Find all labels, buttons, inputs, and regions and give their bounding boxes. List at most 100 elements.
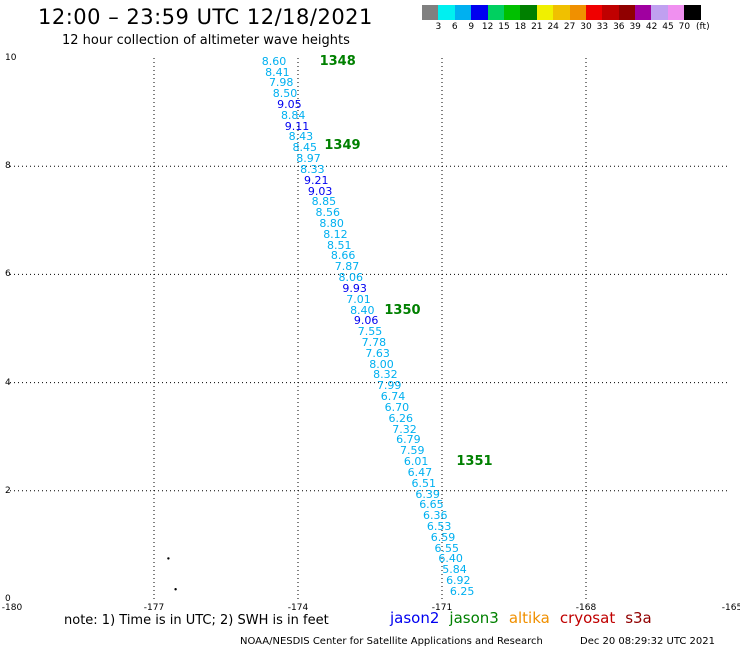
wave-height-value: 6.70: [384, 400, 410, 414]
latitude-tick-label: 10: [5, 53, 17, 63]
wave-height-value: 9.03: [307, 184, 333, 198]
wave-height-value: 7.98: [268, 76, 294, 90]
wave-height-value: 6.53: [426, 519, 452, 533]
color-scale-label: 24: [547, 22, 559, 32]
color-scale-label: 18: [514, 22, 527, 32]
wave-height-value: 8.60: [261, 54, 287, 68]
color-scale-label: 9: [468, 22, 475, 32]
color-scale-bar: [422, 5, 701, 20]
wave-height-value: 6.39: [415, 487, 440, 501]
color-swatch: [553, 5, 570, 20]
map-title: 12:00 – 23:59 UTC 12/18/2021: [38, 5, 373, 29]
wave-height-value: 8.32: [373, 368, 398, 382]
wave-height-value: 6.65: [419, 498, 444, 512]
latitude-tick-label: 6: [5, 269, 11, 280]
color-scale-label: 36: [613, 22, 625, 32]
wave-height-value: 5.84: [442, 563, 467, 577]
longitude-tick-label: -174: [287, 603, 309, 613]
wave-height-value: 8.45: [292, 141, 317, 155]
wave-height-value: 9.11: [284, 119, 310, 133]
units-note: note: 1) Time is in UTC; 2) SWH is in fe…: [64, 613, 329, 628]
pass-cycle-label: 1351: [456, 454, 493, 470]
wave-height-value: 8.43: [288, 130, 314, 144]
color-scale-label: 12: [481, 22, 494, 32]
wave-height-value: 6.55: [434, 541, 460, 555]
color-scale-label: 39: [629, 22, 641, 32]
wave-height-value: 7.63: [365, 346, 390, 360]
color-swatch: [536, 5, 554, 20]
color-swatch: [454, 5, 472, 20]
wave-height-value: 6.47: [407, 465, 433, 479]
wave-height-value: 7.87: [334, 260, 360, 274]
color-swatch: [651, 5, 668, 20]
map-grid: [10, 58, 730, 599]
pass-cycle-label: 1348: [319, 53, 356, 69]
wave-height-value: 8.66: [330, 249, 356, 263]
wave-height-value: 6.51: [411, 476, 437, 490]
wave-height-value: 7.99: [376, 379, 402, 393]
wave-height-value: 7.78: [361, 336, 387, 350]
longitude-tick-label: -171: [431, 603, 453, 613]
color-scale-label: 33: [596, 22, 609, 32]
wave-height-value: 8.97: [296, 152, 321, 166]
wave-height-value: 6.26: [388, 411, 413, 425]
wave-height-value: 9.21: [303, 173, 329, 187]
legend-s3a: s3a: [625, 609, 652, 627]
wave-height-value: 8.51: [327, 238, 352, 252]
color-swatch: [602, 5, 619, 20]
wave-height-value: 8.41: [265, 65, 290, 79]
legend-jason3: jason3: [449, 609, 499, 627]
color-scale-label: 21: [531, 22, 543, 32]
satellite-legend: jason2 jason3 altika cryosat s3a: [390, 609, 662, 627]
island-dot: [174, 588, 177, 591]
color-scale-label: 6: [451, 22, 458, 32]
color-swatch: [585, 5, 603, 20]
wave-height-value: 9.06: [353, 314, 379, 328]
color-scale-label: 42: [645, 22, 658, 32]
color-swatch: [520, 5, 537, 20]
wave-height-value: 8.85: [311, 195, 337, 209]
wave-height-value: 8.80: [319, 217, 344, 230]
wave-height-value: 8.12: [323, 227, 348, 241]
color-scale-label: 30: [580, 22, 592, 32]
color-swatch: [635, 5, 652, 20]
color-scale-label: 45: [662, 22, 674, 32]
wave-height-value: 7.59: [399, 444, 425, 458]
latitude-tick-label: 0: [5, 594, 11, 604]
wave-height-value: 6.40: [438, 552, 463, 566]
map-plot-area: 8.60 8.41 7.98 8.50 9.05 8.84 9.11 8.43 8.45 8.97…: [10, 53, 730, 599]
wave-height-value: 7.55: [357, 325, 383, 339]
longitude-tick-label: -165: [721, 603, 740, 613]
color-swatch: [667, 5, 685, 20]
latitude-tick-label: 8: [5, 161, 11, 172]
wave-height-value: 8.50: [272, 87, 298, 101]
color-swatch: [471, 5, 488, 20]
wave-height-value: 8.00: [369, 357, 394, 371]
color-swatch: [422, 5, 439, 20]
wave-height-value: 6.74: [380, 390, 406, 404]
wave-height-value: 6.36: [423, 509, 448, 523]
wave-height-value: 9.93: [342, 281, 367, 295]
color-scale-label: 27: [563, 22, 576, 32]
color-swatch: [569, 5, 586, 20]
pass-cycle-label: 1349: [324, 137, 361, 153]
wave-height-value: 8.56: [315, 206, 341, 220]
color-swatch: [487, 5, 504, 20]
wave-height-value: 6.01: [403, 455, 429, 469]
wave-height-value: 8.84: [280, 108, 306, 122]
color-swatch: [618, 5, 636, 20]
wave-height-value: 6.59: [430, 530, 456, 544]
credit-text: NOAA/NESDIS Center for Satellite Applica…: [240, 636, 543, 647]
wave-height-value: 8.06: [338, 271, 364, 285]
wave-height-value: 7.01: [346, 292, 371, 306]
color-scale-label: 70: [678, 22, 691, 32]
longitude-tick-label: -168: [575, 603, 597, 613]
wave-height-value: 6.25: [449, 584, 475, 598]
wave-height-value: 6.92: [446, 574, 471, 588]
island-dot: [167, 557, 170, 560]
pass-cycle-label: 1350: [384, 302, 421, 318]
color-swatch: [503, 5, 521, 20]
latitude-tick-label: 4: [5, 377, 11, 388]
wave-height-value: 6.79: [396, 433, 421, 447]
wave-height-value: 8.33: [300, 162, 325, 176]
